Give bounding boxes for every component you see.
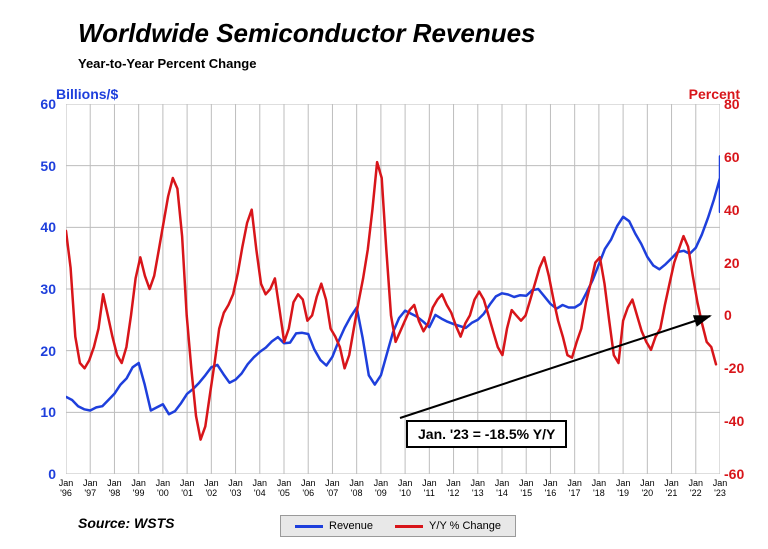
x-tick: Jan'20 — [640, 478, 655, 498]
x-tick: Jan'17 — [567, 478, 582, 498]
y2-tick: -40 — [718, 413, 768, 429]
y2-tick: 0 — [718, 307, 768, 323]
legend-label: Revenue — [329, 520, 373, 532]
chart-title: Worldwide Semiconductor Revenues — [78, 18, 536, 49]
legend: Revenue Y/Y % Change — [280, 515, 516, 537]
plot-area — [66, 104, 720, 474]
x-tick: Jan'07 — [325, 478, 340, 498]
x-tick: Jan'97 — [83, 478, 98, 498]
callout-box: Jan. '23 = -18.5% Y/Y — [406, 420, 567, 448]
y1-tick: 10 — [0, 404, 56, 420]
x-tick: Jan'00 — [156, 478, 171, 498]
x-tick: Jan'18 — [592, 478, 607, 498]
x-tick: Jan'08 — [349, 478, 364, 498]
x-tick: Jan'11 — [422, 478, 437, 498]
y2-tick: -20 — [718, 360, 768, 376]
x-tick: Jan'13 — [471, 478, 486, 498]
y2-tick: 60 — [718, 149, 768, 165]
x-tick: Jan'03 — [228, 478, 243, 498]
x-tick: Jan'19 — [616, 478, 631, 498]
legend-item: Y/Y % Change — [395, 520, 501, 532]
y1-tick: 40 — [0, 219, 56, 235]
x-tick: Jan'12 — [446, 478, 461, 498]
x-tick: Jan'10 — [398, 478, 413, 498]
x-tick: Jan'05 — [277, 478, 292, 498]
x-tick: Jan'09 — [374, 478, 389, 498]
y2-tick: 40 — [718, 202, 768, 218]
y1-axis-label: Billions/$ — [56, 86, 118, 102]
y1-tick: 0 — [0, 466, 56, 482]
x-tick: Jan'21 — [664, 478, 679, 498]
x-tick: Jan'98 — [107, 478, 122, 498]
legend-label: Y/Y % Change — [429, 520, 501, 532]
x-tick: Jan'06 — [301, 478, 316, 498]
y1-tick: 20 — [0, 343, 56, 359]
x-tick: Jan'15 — [519, 478, 534, 498]
x-tick: Jan'01 — [180, 478, 195, 498]
x-tick: Jan'96 — [59, 478, 74, 498]
x-tick: Jan'04 — [253, 478, 268, 498]
chart-subtitle: Year-to-Year Percent Change — [78, 56, 256, 71]
legend-swatch — [295, 525, 323, 528]
x-tick: Jan'23 — [713, 478, 728, 498]
y2-tick: 80 — [718, 96, 768, 112]
x-tick: Jan'02 — [204, 478, 219, 498]
legend-item: Revenue — [295, 520, 373, 532]
legend-swatch — [395, 525, 423, 528]
chart-container: Worldwide Semiconductor Revenues Year-to… — [0, 0, 768, 549]
x-tick: Jan'16 — [543, 478, 558, 498]
x-tick: Jan'99 — [131, 478, 146, 498]
y1-tick: 30 — [0, 281, 56, 297]
x-tick: Jan'22 — [689, 478, 704, 498]
y1-tick: 60 — [0, 96, 56, 112]
y2-tick: 20 — [718, 255, 768, 271]
x-tick: Jan'14 — [495, 478, 510, 498]
y1-tick: 50 — [0, 158, 56, 174]
source-label: Source: WSTS — [78, 515, 174, 531]
